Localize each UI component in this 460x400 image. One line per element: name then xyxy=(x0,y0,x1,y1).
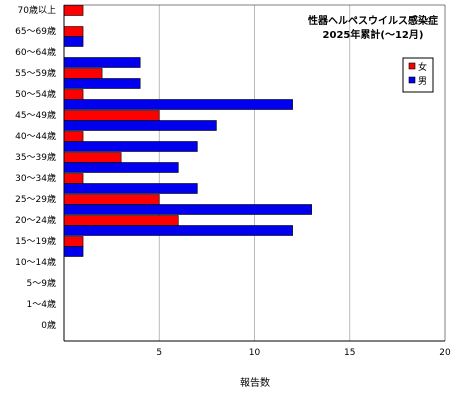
bar-male xyxy=(63,57,141,68)
legend-swatch-female xyxy=(408,62,416,70)
category-label: 65～69歳 xyxy=(15,25,56,37)
bar-female xyxy=(63,5,84,16)
bar-female xyxy=(63,68,103,79)
legend: 女 男 xyxy=(402,57,434,93)
category-label: 25～29歳 xyxy=(15,193,56,205)
bar-male xyxy=(63,36,84,47)
bar-male xyxy=(63,225,293,236)
bar-male xyxy=(63,99,293,110)
x-tick-label: 10 xyxy=(249,348,261,358)
bar-female xyxy=(63,236,84,247)
legend-box xyxy=(402,57,434,93)
x-axis-title: 報告数 xyxy=(240,376,270,389)
category-label: 1～4歳 xyxy=(27,298,56,310)
bar-female xyxy=(63,152,122,163)
bar-male xyxy=(63,141,198,152)
tick-labels: 5 10 15 20 xyxy=(156,348,451,358)
category-label: 50～54歳 xyxy=(15,88,56,100)
x-tick-label: 5 xyxy=(156,348,162,358)
category-label: 5～9歳 xyxy=(27,277,56,289)
category-label: 55～59歳 xyxy=(15,67,56,79)
bar-female xyxy=(63,173,84,184)
category-label: 35～39歳 xyxy=(15,151,56,163)
legend-swatch-male xyxy=(408,76,416,84)
category-label: 70歳以上 xyxy=(18,4,56,16)
bar-female xyxy=(63,89,84,100)
chart-title: 性器ヘルペスウイルス感染症 xyxy=(307,14,438,27)
category-label: 30～34歳 xyxy=(15,172,56,184)
chart-subtitle: 2025年累計(～12月) xyxy=(323,28,424,41)
bar-male xyxy=(63,183,198,194)
bar-male xyxy=(63,162,179,173)
x-tick-label: 15 xyxy=(344,348,355,358)
gridlines xyxy=(158,5,351,341)
category-label: 20～24歳 xyxy=(15,214,56,226)
bar-female xyxy=(63,110,160,121)
bar-female xyxy=(63,194,160,205)
x-tick-label: 20 xyxy=(439,348,451,358)
bar-male xyxy=(63,120,217,131)
legend-label-male: 男 xyxy=(418,76,427,87)
category-label: 45～49歳 xyxy=(15,109,56,121)
category-label: 40～44歳 xyxy=(15,130,56,142)
bar-male xyxy=(63,78,141,89)
bar-female xyxy=(63,131,84,142)
category-label: 15～19歳 xyxy=(15,235,56,247)
bars xyxy=(63,5,312,257)
bar-male xyxy=(63,246,84,257)
category-label: 60～64歳 xyxy=(15,46,56,58)
legend-label-female: 女 xyxy=(418,61,427,73)
category-label: 0歳 xyxy=(41,319,56,331)
category-label: 10～14歳 xyxy=(15,256,56,268)
bar-female xyxy=(63,26,84,37)
category-labels: 70歳以上 65～69歳 60～64歳 55～59歳 50～54歳 45～49歳 40～44… xyxy=(15,4,56,331)
bar-female xyxy=(63,215,179,226)
bar-male xyxy=(63,204,312,215)
